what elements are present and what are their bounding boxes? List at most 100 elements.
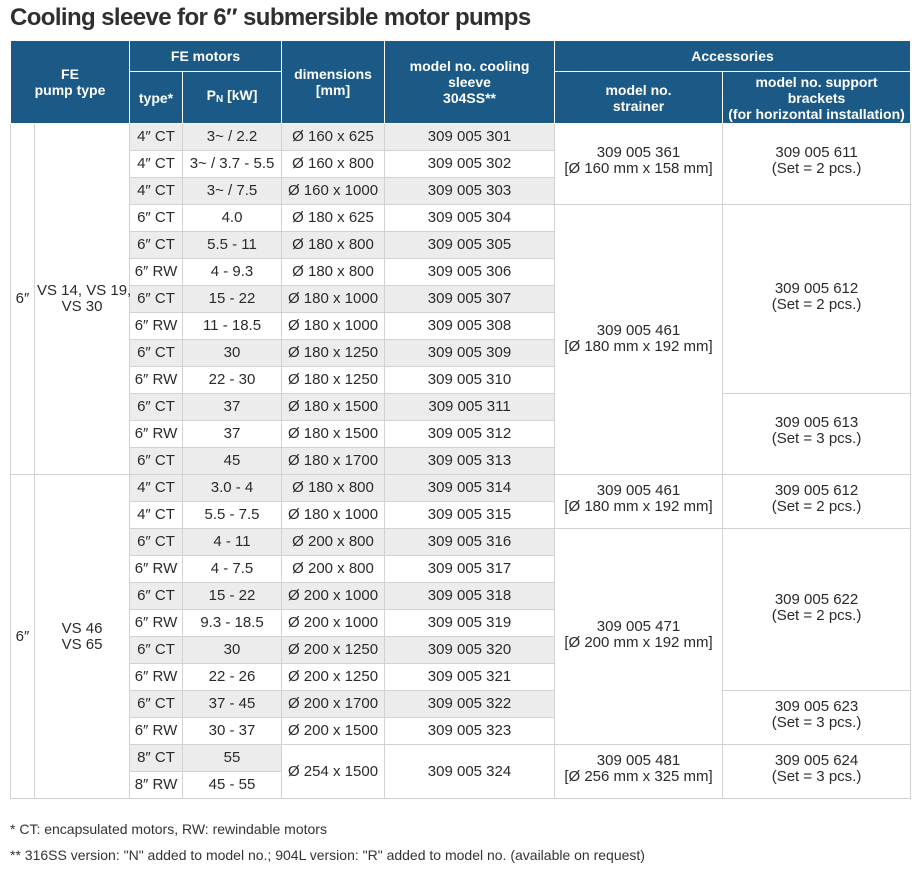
support-brackets-cell: 309 005 611 (Set = 2 pcs.) xyxy=(722,123,912,205)
type-cell: 6″ CT xyxy=(129,339,183,367)
pn-cell: 4 - 9.3 xyxy=(181,258,283,286)
dimensions-cell: Ø 160 x 1000 xyxy=(281,177,386,205)
dimensions-cell: Ø 200 x 1500 xyxy=(281,717,386,745)
model-no-cell: 309 005 324 xyxy=(384,744,556,799)
dimensions-cell: Ø 180 x 800 xyxy=(281,231,386,259)
pn-cell: 5.5 - 7.5 xyxy=(181,501,283,529)
model-no-cell: 309 005 314 xyxy=(384,474,556,502)
table-row: 4″ CT 3~ / 3.7 - 5.5 Ø 160 x 800 309 005 30… xyxy=(11,150,911,178)
model-no-cell: 309 005 310 xyxy=(384,366,556,394)
table-row: 6″ CT 15 - 22 Ø 180 x 1000 309 005 307 xyxy=(11,285,911,313)
header-type: type* xyxy=(129,71,183,124)
pn-cell: 22 - 30 xyxy=(181,366,283,394)
dimensions-cell: Ø 200 x 800 xyxy=(281,555,386,583)
header-accessories: Accessories xyxy=(554,40,912,72)
pn-cell: 37 - 45 xyxy=(181,690,283,718)
dimensions-cell: Ø 200 x 1250 xyxy=(281,663,386,691)
pn-cell: 3~ / 2.2 xyxy=(181,123,283,151)
model-no-cell: 309 005 315 xyxy=(384,501,556,529)
dimensions-cell: Ø 180 x 800 xyxy=(281,474,386,502)
dimensions-cell: Ø 160 x 800 xyxy=(281,150,386,178)
type-cell: 6″ CT xyxy=(129,393,183,421)
table-row: 8″ RW 45 - 55 xyxy=(11,771,911,799)
pn-cell: 11 - 18.5 xyxy=(181,312,283,340)
support-brackets-cell: 309 005 623 (Set = 3 pcs.) xyxy=(722,690,912,745)
table-row: 6″ CT 4 - 11 Ø 200 x 800 309 005 316 309 005… xyxy=(11,528,912,745)
model-no-cell: 309 005 301 xyxy=(384,123,556,151)
type-cell: 4″ CT xyxy=(129,474,183,502)
model-no-cell: 309 005 311 xyxy=(384,393,556,421)
support-brackets-cell: 309 005 613 (Set = 3 pcs.) xyxy=(722,393,912,475)
type-cell: 6″ RW xyxy=(129,663,183,691)
model-no-cell: 309 005 304 xyxy=(384,204,556,232)
type-cell: 6″ CT xyxy=(129,447,183,475)
strainer-cell: 309 005 461 [Ø 180 mm x 192 mm] xyxy=(554,204,724,475)
header-pn: PN [kW] xyxy=(181,71,283,124)
dimensions-cell: Ø 180 x 1000 xyxy=(281,501,386,529)
table-row: 6″ RW 4 - 9.3 Ø 180 x 800 309 005 306 xyxy=(11,258,911,286)
pn-cell: 30 xyxy=(181,339,283,367)
dimensions-cell: Ø 200 x 800 xyxy=(281,528,386,556)
pn-cell: 30 xyxy=(181,636,283,664)
header-fe-pump-type: FE pump type xyxy=(10,40,130,124)
support-brackets-cell: 309 005 612 (Set = 2 pcs.) xyxy=(722,474,912,529)
table-row: 6″ RW 37 Ø 180 x 1500 309 005 312 xyxy=(11,420,911,448)
support-brackets-cell: 309 005 612 (Set = 2 pcs.) xyxy=(722,204,912,394)
dimensions-cell: Ø 180 x 1000 xyxy=(281,285,386,313)
type-cell: 8″ RW xyxy=(129,771,183,799)
dimensions-cell: Ø 200 x 1700 xyxy=(281,690,386,718)
size-cell: 6″ xyxy=(10,123,35,475)
dimensions-cell: Ø 180 x 1700 xyxy=(281,447,386,475)
table-row: 6″ RW 30 - 37 Ø 200 x 1500 309 005 323 xyxy=(11,717,911,745)
table-row: 6″ RW 11 - 18.5 Ø 180 x 1000 309 005 308 xyxy=(11,312,911,340)
type-cell: 6″ CT xyxy=(129,636,183,664)
model-no-cell: 309 005 308 xyxy=(384,312,556,340)
table-row: 6″ RW 4 - 7.5 Ø 200 x 800 309 005 317 xyxy=(11,555,911,583)
dimensions-cell: Ø 180 x 1250 xyxy=(281,366,386,394)
pn-cell: 9.3 - 18.5 xyxy=(181,609,283,637)
model-no-cell: 309 005 320 xyxy=(384,636,556,664)
type-cell: 8″ CT xyxy=(129,744,183,772)
pn-cell: 4 - 7.5 xyxy=(181,555,283,583)
pn-cell: 15 - 22 xyxy=(181,285,283,313)
strainer-cell: 309 005 471 [Ø 200 mm x 192 mm] xyxy=(554,528,724,745)
table-row: 4″ CT 3~ / 7.5 Ø 160 x 1000 309 005 303 xyxy=(11,177,911,205)
pn-cell: 37 xyxy=(181,393,283,421)
header-model-brackets: model no. support brackets (for horizont… xyxy=(722,71,912,124)
table-row: 6″ VS 14, VS 19, VS 30 4″ CT 3~ / 2.2 Ø 160 x… xyxy=(10,123,912,475)
footnote-ct-rw: * CT: encapsulated motors, RW: rewindabl… xyxy=(10,821,327,837)
dimensions-cell: Ø 180 x 800 xyxy=(281,258,386,286)
table-row: 6″ CT 30 Ø 180 x 1250 309 005 309 xyxy=(11,339,911,367)
type-cell: 6″ RW xyxy=(129,312,183,340)
header-dimensions: dimensions [mm] xyxy=(281,40,386,124)
model-no-cell: 309 005 318 xyxy=(384,582,556,610)
type-cell: 6″ CT xyxy=(129,204,183,232)
pn-cell: 4 - 11 xyxy=(181,528,283,556)
pn-cell: 3~ / 3.7 - 5.5 xyxy=(181,150,283,178)
table-row: 6″ RW 22 - 30 Ø 180 x 1250 309 005 310 xyxy=(11,366,911,394)
model-no-cell: 309 005 303 xyxy=(384,177,556,205)
cooling-sleeve-table: FE pump type FE motors dimensions [mm] m… xyxy=(10,40,912,799)
page-title: Cooling sleeve for 6″ submersible motor … xyxy=(10,4,531,31)
dimensions-cell: Ø 160 x 625 xyxy=(281,123,386,151)
type-cell: 6″ CT xyxy=(129,528,183,556)
pn-cell: 30 - 37 xyxy=(181,717,283,745)
dimensions-cell: Ø 200 x 1000 xyxy=(281,582,386,610)
model-no-cell: 309 005 316 xyxy=(384,528,556,556)
pn-cell: 4.0 xyxy=(181,204,283,232)
strainer-cell: 309 005 481 [Ø 256 mm x 325 mm] xyxy=(554,744,724,799)
model-no-cell: 309 005 321 xyxy=(384,663,556,691)
model-no-cell: 309 005 317 xyxy=(384,555,556,583)
table-row: 8″ CT 55 Ø 254 x 1500 309 005 324 309 005 48… xyxy=(11,744,912,799)
dimensions-cell: Ø 200 x 1250 xyxy=(281,636,386,664)
pn-cell: 3.0 - 4 xyxy=(181,474,283,502)
dimensions-cell: Ø 180 x 1250 xyxy=(281,339,386,367)
type-cell: 6″ RW xyxy=(129,609,183,637)
table-row: 6″ CT 37 - 45 Ø 200 x 1700 309 005 322 309 0… xyxy=(11,690,912,745)
pn-cell: 5.5 - 11 xyxy=(181,231,283,259)
type-cell: 6″ RW xyxy=(129,717,183,745)
dimensions-cell: Ø 180 x 1500 xyxy=(281,420,386,448)
dimensions-cell: Ø 180 x 1500 xyxy=(281,393,386,421)
model-no-cell: 309 005 313 xyxy=(384,447,556,475)
